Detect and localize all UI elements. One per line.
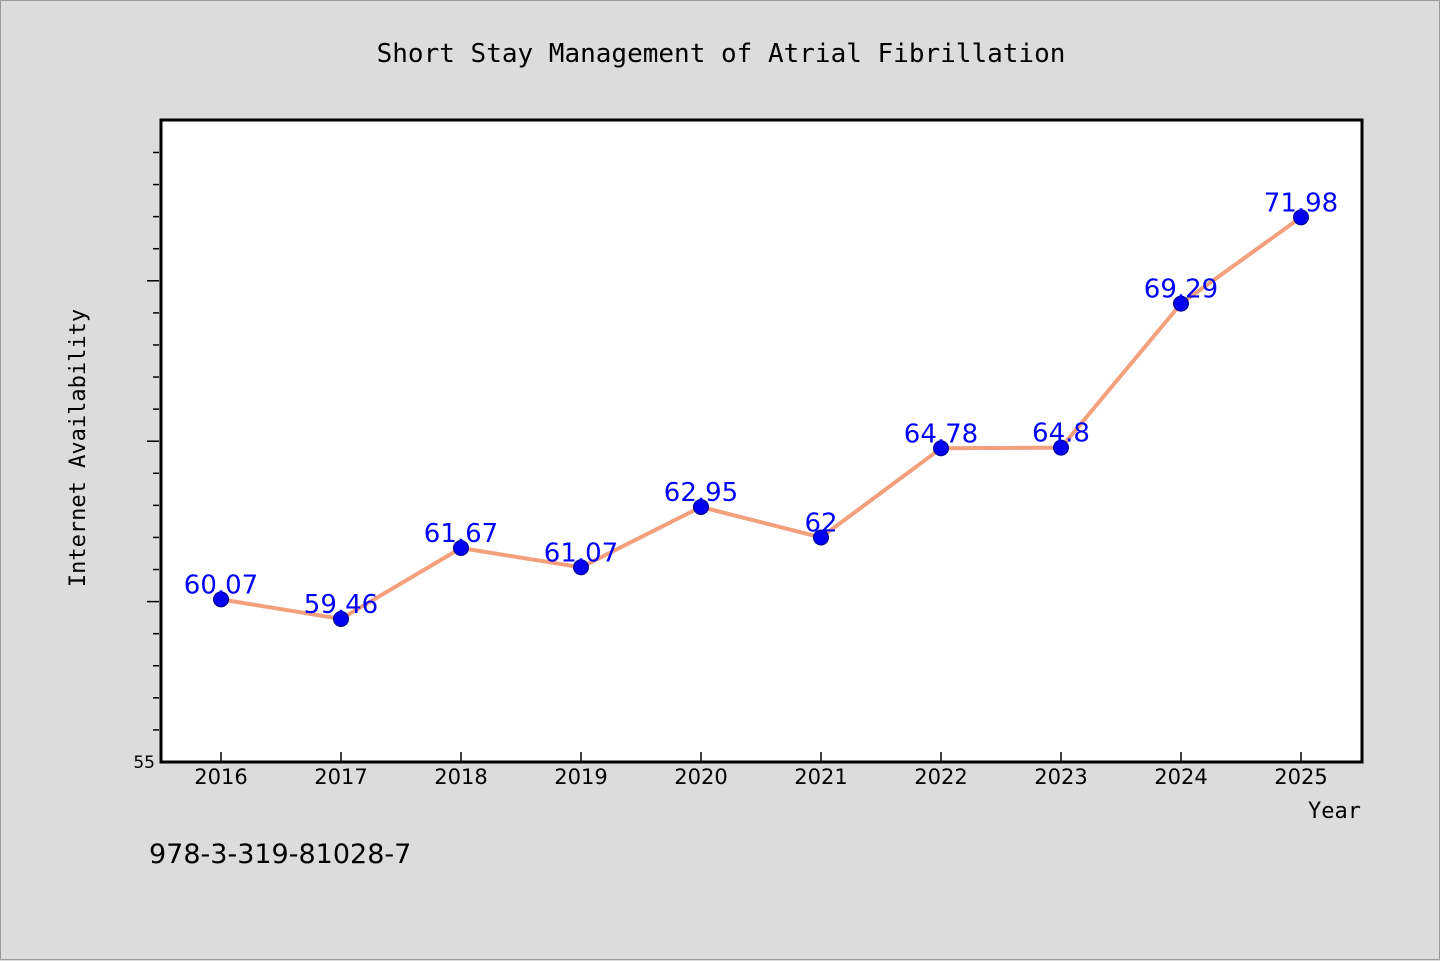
data-label-2018: 61.67 <box>424 519 498 549</box>
data-labels: 60.07 59.46 61.67 61.07 62.95 62 64.78 64.8 69.2… <box>184 188 1338 620</box>
y-tick-label-0: 55 <box>133 753 155 773</box>
plot-area <box>159 118 1364 764</box>
data-label-2020: 62.95 <box>664 478 738 508</box>
chart-title: Short Stay Management of Atrial Fibrilla… <box>377 39 1066 69</box>
x-tick-label-2025: 2025 <box>1274 765 1327 789</box>
series-line <box>219 215 1303 621</box>
data-point-2017 <box>333 610 349 627</box>
y-axis-ticks <box>147 151 159 731</box>
x-axis-tick-labels: 2016 2017 2018 2019 2020 2021 2022 2023 2024 2025 <box>194 765 1327 789</box>
x-tick-label-2024: 2024 <box>1154 765 1207 789</box>
y-axis-label: Internet Availability <box>66 309 91 587</box>
x-tick-label-2022: 2022 <box>914 765 967 789</box>
x-tick-label-2016: 2016 <box>194 765 247 789</box>
data-label-2019: 61.07 <box>544 538 618 568</box>
data-point-2016 <box>213 591 229 608</box>
y-axis-tick-labels: 55 <box>133 753 155 773</box>
data-label-2017: 59.46 <box>304 590 378 620</box>
x-tick-label-2018: 2018 <box>434 765 487 789</box>
x-tick-label-2021: 2021 <box>794 765 847 789</box>
data-label-2021: 62 <box>804 508 837 538</box>
x-tick-label-2023: 2023 <box>1034 765 1087 789</box>
x-tick-label-2020: 2020 <box>674 765 727 789</box>
x-axis-ticks <box>220 752 1302 761</box>
footer-code: 978-3-319-81028-7 <box>149 839 411 870</box>
data-point-2024 <box>1173 295 1189 312</box>
x-axis-label: Year <box>1308 799 1361 824</box>
data-point-2019 <box>573 559 589 576</box>
data-point-2025 <box>1293 209 1309 226</box>
data-point-2021 <box>813 529 829 546</box>
data-point-2022 <box>933 440 949 457</box>
data-label-2022: 64.78 <box>904 419 978 449</box>
data-label-2024: 69.29 <box>1144 275 1218 305</box>
data-point-2018 <box>453 540 469 557</box>
data-label-2023: 64.8 <box>1032 419 1090 449</box>
x-tick-label-2017: 2017 <box>314 765 367 789</box>
data-point-2023 <box>1053 439 1069 456</box>
data-markers <box>213 209 1309 627</box>
data-point-2020 <box>693 498 709 515</box>
data-label-2025: 71.98 <box>1264 188 1338 218</box>
data-label-2016: 60.07 <box>184 570 258 600</box>
x-tick-label-2019: 2019 <box>554 765 607 789</box>
